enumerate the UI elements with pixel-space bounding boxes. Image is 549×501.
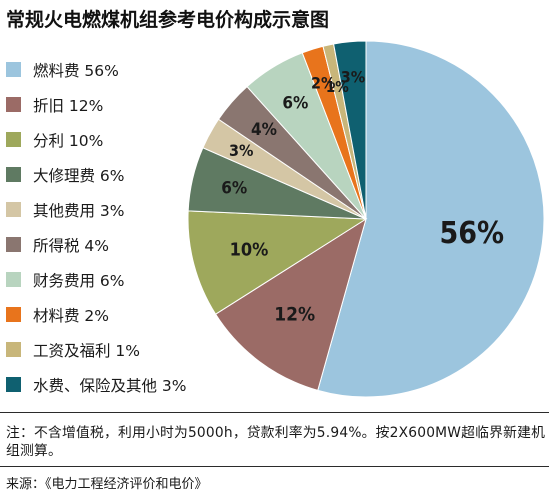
legend-swatch bbox=[6, 132, 21, 147]
footnote: 注：不含增值税，利用小时为5000h，贷款利率为5.94%。按2X600MW超临… bbox=[6, 425, 546, 459]
legend-label: 水费、保险及其他 3% bbox=[33, 376, 187, 395]
legend-label: 大修理费 6% bbox=[33, 166, 125, 185]
legend-swatch bbox=[6, 377, 21, 392]
slice-label: 3% bbox=[341, 68, 365, 87]
pie-slice bbox=[214, 217, 367, 391]
pie-slice bbox=[333, 40, 367, 220]
legend-item: 大修理费 6% bbox=[6, 157, 206, 192]
legend-item: 财务费用 6% bbox=[6, 262, 206, 297]
legend-label: 其他费用 3% bbox=[33, 201, 125, 220]
source-line: 来源：《电力工程经济评价和电价》 bbox=[6, 477, 208, 492]
legend-item: 燃料费 56% bbox=[6, 52, 206, 87]
chart-title: 常规火电燃煤机组参考电价构成示意图 bbox=[6, 9, 330, 31]
slice-label: 1% bbox=[326, 78, 349, 96]
legend-item: 其他费用 3% bbox=[6, 192, 206, 227]
slice-label: 56% bbox=[439, 216, 504, 251]
slice-label: 12% bbox=[274, 304, 315, 326]
legend-swatch bbox=[6, 167, 21, 182]
legend-swatch bbox=[6, 307, 21, 322]
legend-label: 材料费 2% bbox=[33, 306, 110, 325]
slice-label: 3% bbox=[229, 141, 253, 160]
slice-label: 10% bbox=[230, 240, 269, 261]
legend-item: 水费、保险及其他 3% bbox=[6, 367, 206, 402]
slice-label: 2% bbox=[311, 74, 335, 93]
legend-item: 折旧 12% bbox=[6, 87, 206, 122]
legend-label: 折旧 12% bbox=[33, 96, 104, 115]
legend-item: 所得税 4% bbox=[6, 227, 206, 262]
legend-item: 工资及福利 1% bbox=[6, 332, 206, 367]
legend: 燃料费 56% 折旧 12% 分利 10% 大修理费 6% 其他费用 3% 所得税 4% 财… bbox=[6, 52, 206, 402]
legend-item: 分利 10% bbox=[6, 122, 206, 157]
legend-label: 燃料费 56% bbox=[33, 61, 119, 80]
legend-label: 财务费用 6% bbox=[33, 271, 125, 290]
slice-label: 6% bbox=[282, 94, 308, 114]
legend-swatch bbox=[6, 237, 21, 252]
legend-swatch bbox=[6, 342, 21, 357]
legend-swatch bbox=[6, 97, 21, 112]
legend-label: 工资及福利 1% bbox=[33, 341, 141, 360]
divider-top bbox=[0, 412, 549, 413]
legend-label: 所得税 4% bbox=[33, 236, 110, 255]
legend-swatch bbox=[6, 62, 21, 77]
slice-label: 6% bbox=[221, 178, 247, 198]
legend-swatch bbox=[6, 202, 21, 217]
legend-item: 材料费 2% bbox=[6, 297, 206, 332]
legend-swatch bbox=[6, 272, 21, 287]
legend-label: 分利 10% bbox=[33, 131, 104, 150]
pie-slice bbox=[187, 210, 368, 315]
slice-label: 4% bbox=[251, 120, 277, 140]
pie-slice bbox=[317, 40, 545, 398]
pie-chart: 56%12%10%6%3%4%6%2%1%3% bbox=[187, 40, 545, 398]
divider-bottom bbox=[0, 466, 549, 467]
